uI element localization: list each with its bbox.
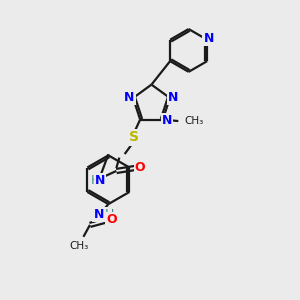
Text: O: O: [106, 213, 117, 226]
Text: N: N: [168, 91, 178, 103]
Text: H: H: [90, 174, 100, 187]
Text: CH₃: CH₃: [185, 116, 204, 126]
Text: N: N: [93, 208, 104, 221]
Text: N: N: [162, 114, 172, 127]
Text: N: N: [203, 32, 214, 45]
Text: CH₃: CH₃: [69, 241, 88, 251]
Text: O: O: [134, 161, 145, 174]
Text: N: N: [95, 174, 105, 187]
Text: N: N: [124, 91, 135, 103]
Text: H: H: [105, 208, 115, 221]
Text: S: S: [129, 130, 139, 144]
